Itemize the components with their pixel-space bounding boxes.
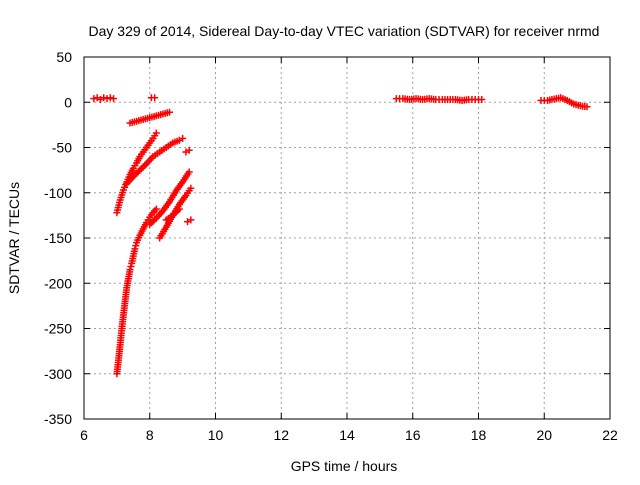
data-point-track-2 xyxy=(152,129,160,137)
x-tick-label: 14 xyxy=(339,427,355,443)
x-tick-label: 22 xyxy=(602,427,618,443)
x-tick-label: 16 xyxy=(405,427,421,443)
y-tick-label: -150 xyxy=(44,230,72,246)
data-point-track-1 xyxy=(126,266,134,274)
points-layer xyxy=(90,94,591,378)
data-point-cluster-c xyxy=(185,146,193,154)
data-point-track-1 xyxy=(127,263,135,271)
x-tick-label: 12 xyxy=(273,427,289,443)
data-point-cluster-a xyxy=(100,94,108,102)
x-tick-label: 18 xyxy=(471,427,487,443)
tick-labels-layer: 6 8 10 12 14 16 18 20 22 -350 -300 -250 -200 -150 -100… xyxy=(44,49,618,443)
data-point-track-6 xyxy=(187,184,195,192)
chart-title: Day 329 of 2014, Sidereal Day-to-day VTE… xyxy=(89,23,600,39)
data-point-track-4 xyxy=(165,108,173,116)
data-point-track-9 xyxy=(583,103,591,111)
data-point-cluster-b xyxy=(151,94,159,102)
data-point-track-1 xyxy=(152,205,160,213)
x-tick-label: 10 xyxy=(208,427,224,443)
y-tick-label: -50 xyxy=(52,140,72,156)
x-tick-label: 8 xyxy=(146,427,154,443)
y-tick-label: 50 xyxy=(56,49,72,65)
data-point-cluster-a xyxy=(90,95,98,103)
y-tick-label: -250 xyxy=(44,321,72,337)
data-point-cluster-d xyxy=(187,216,195,224)
y-tick-label: -200 xyxy=(44,275,72,291)
data-point-cluster-a xyxy=(106,94,114,102)
x-axis-label: GPS time / hours xyxy=(291,458,398,474)
y-tick-label: -300 xyxy=(44,366,72,382)
data-point-track-3 xyxy=(179,134,187,142)
data-point-track-5 xyxy=(185,168,193,176)
y-tick-label: 0 xyxy=(64,94,72,110)
data-point-track-1 xyxy=(132,242,140,250)
data-point-cluster-a xyxy=(110,95,118,103)
x-tick-label: 20 xyxy=(536,427,552,443)
data-point-track-1 xyxy=(131,245,139,253)
y-tick-label: -100 xyxy=(44,185,72,201)
data-point-track-8 xyxy=(478,96,486,104)
y-tick-label: -350 xyxy=(44,411,72,427)
ticks-layer xyxy=(83,56,611,420)
data-point-track-7 xyxy=(175,205,183,213)
data-point-cluster-a xyxy=(103,95,111,103)
x-tick-label: 6 xyxy=(80,427,88,443)
y-axis-label: SDTVAR / TECUs xyxy=(6,182,22,294)
